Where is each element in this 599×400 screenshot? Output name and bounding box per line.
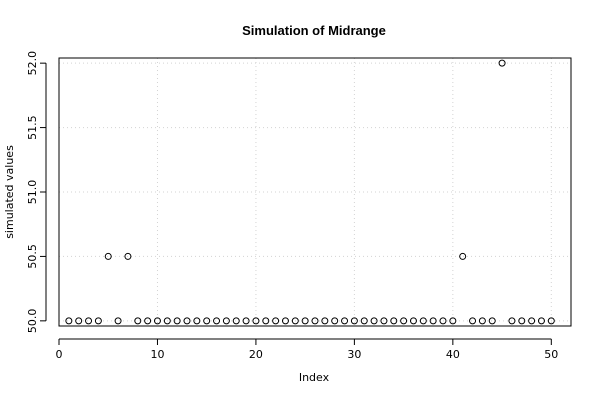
data-point-24 bbox=[291, 317, 299, 325]
x-axis: 0 10 20 30 40 50 bbox=[56, 338, 558, 361]
data-point-48 bbox=[528, 317, 536, 325]
y-axis-label: simulated values bbox=[3, 145, 16, 239]
data-point-43 bbox=[478, 317, 486, 325]
data-point-49 bbox=[537, 317, 545, 325]
data-point-28 bbox=[331, 317, 339, 325]
data-point-13 bbox=[183, 317, 191, 325]
y-tick-label-2: 51.0 bbox=[26, 180, 39, 205]
y-tick-label-4: 52.0 bbox=[26, 51, 39, 76]
data-point-50 bbox=[547, 317, 555, 325]
data-point-18 bbox=[232, 317, 240, 325]
data-point-26 bbox=[311, 317, 319, 325]
data-point-37 bbox=[419, 317, 427, 325]
y-axis: 50.0 50.5 51.0 51.5 52.0 bbox=[26, 51, 47, 334]
data-point-8 bbox=[134, 317, 142, 325]
data-point-19 bbox=[242, 317, 250, 325]
data-point-30 bbox=[350, 317, 358, 325]
grid-lines bbox=[58, 58, 571, 326]
data-point-29 bbox=[341, 317, 349, 325]
x-tick-label-0: 0 bbox=[56, 348, 63, 361]
data-point-4 bbox=[94, 317, 102, 325]
data-point-32 bbox=[370, 317, 378, 325]
data-point-31 bbox=[360, 317, 368, 325]
y-tick-label-3: 51.5 bbox=[26, 115, 39, 140]
data-point-39 bbox=[439, 317, 447, 325]
data-point-5 bbox=[104, 252, 112, 260]
data-point-23 bbox=[281, 317, 289, 325]
data-point-44 bbox=[488, 317, 496, 325]
data-point-2 bbox=[75, 317, 83, 325]
data-point-22 bbox=[272, 317, 280, 325]
x-tick-label-4: 40 bbox=[446, 348, 460, 361]
data-point-40 bbox=[449, 317, 457, 325]
data-point-1 bbox=[65, 317, 73, 325]
data-point-3 bbox=[85, 317, 93, 325]
data-point-41 bbox=[459, 252, 467, 260]
data-point-42 bbox=[469, 317, 477, 325]
chart-title: Simulation of Midrange bbox=[242, 23, 386, 38]
data-point-47 bbox=[518, 317, 526, 325]
data-point-14 bbox=[193, 317, 201, 325]
data-point-25 bbox=[301, 317, 309, 325]
y-tick-label-0: 50.0 bbox=[26, 309, 39, 334]
x-axis-label: Index bbox=[299, 371, 330, 384]
x-tick-label-2: 20 bbox=[249, 348, 263, 361]
data-point-34 bbox=[390, 317, 398, 325]
data-point-7 bbox=[124, 252, 132, 260]
y-tick-label-1: 50.5 bbox=[26, 244, 39, 269]
data-point-11 bbox=[163, 317, 171, 325]
data-point-36 bbox=[409, 317, 417, 325]
data-point-12 bbox=[173, 317, 181, 325]
data-point-38 bbox=[429, 317, 437, 325]
data-point-6 bbox=[114, 317, 122, 325]
data-point-45 bbox=[498, 59, 506, 67]
data-point-33 bbox=[380, 317, 388, 325]
x-tick-label-1: 10 bbox=[150, 348, 164, 361]
data-point-46 bbox=[508, 317, 516, 325]
data-point-17 bbox=[222, 317, 230, 325]
x-tick-label-3: 30 bbox=[347, 348, 361, 361]
data-point-20 bbox=[252, 317, 260, 325]
data-point-15 bbox=[203, 317, 211, 325]
data-point-16 bbox=[213, 317, 221, 325]
data-point-35 bbox=[400, 317, 408, 325]
data-point-9 bbox=[144, 317, 152, 325]
data-point-21 bbox=[262, 317, 270, 325]
data-point-27 bbox=[321, 317, 329, 325]
data-points bbox=[65, 59, 555, 325]
plot-frame bbox=[58, 57, 572, 327]
x-tick-label-5: 50 bbox=[544, 348, 558, 361]
data-point-10 bbox=[153, 317, 161, 325]
